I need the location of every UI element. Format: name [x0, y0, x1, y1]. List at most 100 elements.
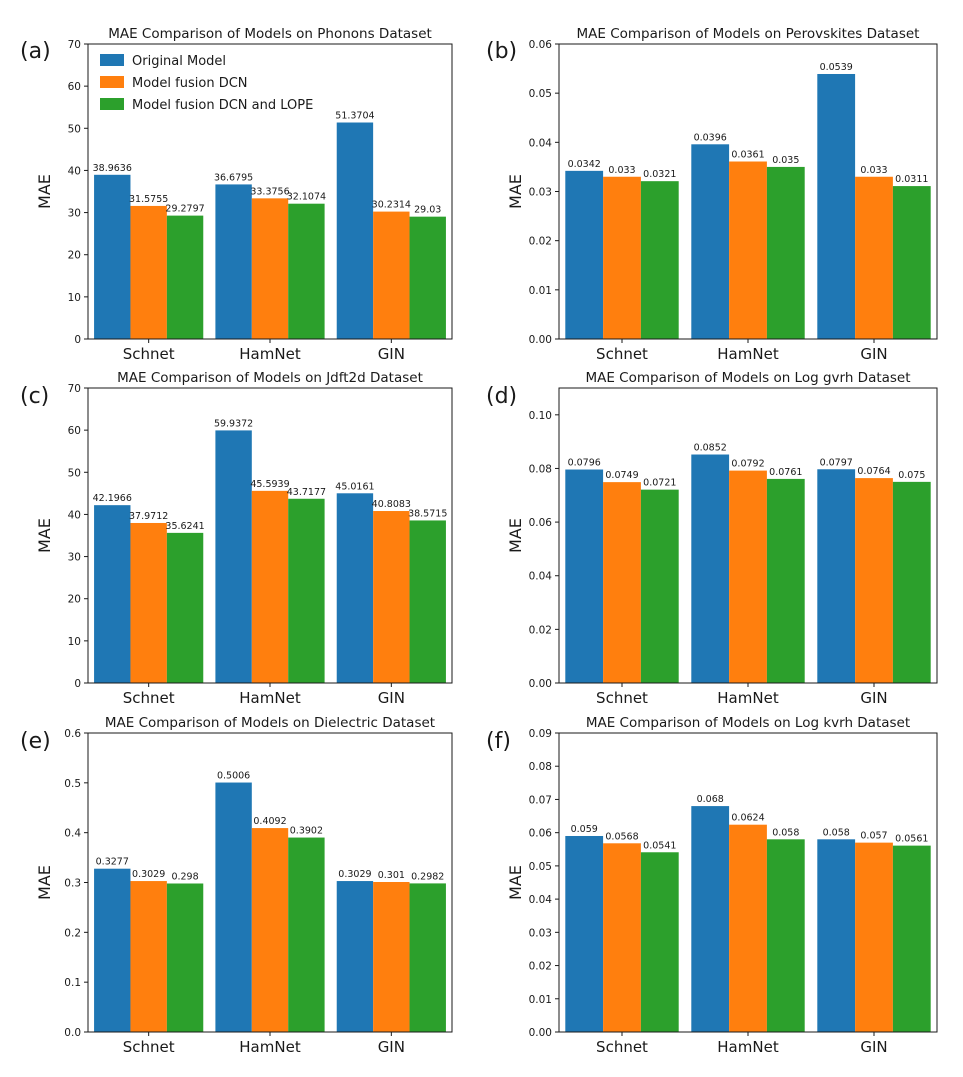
x-tick-label: Schnet: [596, 345, 648, 363]
plot-frame: [558, 732, 938, 1033]
y-tick-label: 0.01: [529, 285, 552, 297]
chart-title: MAE Comparison of Models on Jdft2d Datas…: [117, 370, 423, 386]
x-tick-label: HamNet: [239, 1038, 301, 1056]
data-label: 0.0749: [605, 470, 638, 481]
x-tick-label: HamNet: [717, 689, 779, 707]
y-tick-label: 0.5: [64, 778, 81, 790]
plot-frame: [87, 43, 453, 340]
data-label: 0.0342: [568, 159, 601, 170]
data-label: 43.7177: [287, 487, 326, 498]
data-label: 0.0361: [731, 150, 764, 161]
y-tick-label: 0.09: [529, 728, 552, 740]
data-label: 0.2982: [411, 871, 444, 882]
data-label: 0.0852: [694, 443, 727, 454]
y-tick-label: 0.07: [529, 794, 552, 806]
chart-d: (d) MAE Comparison of Models on Log gvrh …: [486, 370, 938, 707]
bar-2-1: [766, 839, 805, 1032]
y-tick-label: 0.4: [64, 828, 81, 840]
bar-2-1: [766, 478, 805, 683]
bar-2-0: [640, 852, 679, 1032]
x-tick-label: GIN: [378, 345, 405, 363]
data-label: 29.03: [414, 205, 441, 216]
bar-0-2: [817, 73, 856, 339]
y-tick-label: 50: [68, 123, 81, 135]
y-tick-label: 0.02: [529, 624, 552, 636]
y-tick-label: 0.06: [529, 517, 553, 529]
plot-frame: [87, 387, 453, 684]
data-label: 0.033: [860, 165, 887, 176]
chart-title: MAE Comparison of Models on Log gvrh Dat…: [585, 370, 910, 386]
y-axis-label: MAE: [35, 518, 54, 553]
bar-1-2: [373, 211, 410, 339]
x-tick-label: HamNet: [717, 1038, 779, 1056]
bar-1-1: [729, 470, 767, 683]
y-tick-label: 0.04: [529, 571, 553, 583]
data-label: 51.3704: [335, 111, 374, 122]
data-label: 0.0541: [643, 840, 676, 851]
bar-2-2: [892, 186, 931, 339]
y-tick-label: 0.02: [529, 961, 552, 973]
bar-2-0: [166, 883, 204, 1032]
chart-f: (f) MAE Comparison of Models on Log kvrh …: [486, 715, 938, 1056]
chart-a: (a) MAE Comparison of Models on Phonons D…: [20, 26, 453, 363]
legend-entry: Model fusion DCN: [132, 76, 248, 91]
data-label: 0.0568: [605, 831, 638, 842]
y-tick-label: 0.03: [529, 927, 552, 939]
data-label: 0.0561: [895, 834, 928, 845]
data-label: 38.5715: [408, 508, 447, 519]
data-label: 0.0321: [643, 169, 676, 180]
panel-label: (a): [20, 39, 51, 64]
y-tick-label: 0: [74, 334, 81, 346]
bar-0-2: [817, 839, 856, 1032]
y-tick-label: 0.3: [64, 878, 81, 890]
bar-0-0: [565, 835, 604, 1032]
y-axis-label: MAE: [35, 174, 54, 209]
y-tick-label: 0.6: [64, 728, 81, 740]
data-label: 0.0792: [731, 459, 764, 470]
bar-1-0: [603, 482, 641, 683]
data-label: 0.0396: [694, 132, 727, 143]
data-label: 32.1074: [287, 192, 326, 203]
data-label: 0.0761: [769, 467, 802, 478]
panel-label: (d): [486, 384, 517, 409]
panel-label: (f): [486, 729, 511, 754]
y-tick-label: 10: [68, 636, 81, 648]
bar-1-0: [130, 522, 167, 683]
bar-0-0: [94, 505, 131, 683]
data-label: 0.058: [823, 827, 850, 838]
bar-1-2: [855, 842, 893, 1032]
bar-1-0: [603, 843, 641, 1032]
x-tick-label: Schnet: [123, 1038, 175, 1056]
y-tick-label: 0.04: [529, 894, 553, 906]
data-label: 37.9712: [129, 511, 168, 522]
bar-0-1: [691, 806, 730, 1032]
y-tick-label: 0.01: [529, 994, 552, 1006]
data-label: 30.2314: [372, 200, 411, 211]
bar-0-1: [215, 430, 252, 683]
chart-title: MAE Comparison of Models on Log kvrh Dat…: [586, 715, 910, 731]
data-label: 29.2797: [165, 204, 204, 215]
y-tick-label: 20: [68, 250, 81, 262]
bar-1-1: [251, 198, 289, 339]
legend-swatch: [100, 54, 124, 66]
bar-1-2: [855, 176, 893, 339]
data-label: 0.057: [860, 831, 887, 842]
data-label: 0.0764: [857, 466, 890, 477]
bar-1-2: [373, 511, 410, 683]
y-tick-label: 0.08: [529, 761, 552, 773]
y-tick-label: 0: [74, 678, 81, 690]
bar-0-1: [215, 184, 252, 339]
y-tick-label: 70: [68, 39, 81, 51]
data-label: 0.035: [772, 155, 799, 166]
data-label: 0.058: [772, 827, 799, 838]
data-label: 0.3029: [338, 869, 371, 880]
legend-entry: Original Model: [132, 54, 226, 69]
data-label: 0.033: [608, 165, 635, 176]
panel-label: (b): [486, 39, 517, 64]
data-label: 38.9636: [93, 163, 132, 174]
bar-1-1: [251, 828, 289, 1032]
x-tick-label: GIN: [378, 1038, 405, 1056]
x-tick-label: GIN: [860, 689, 887, 707]
data-label: 0.298: [171, 871, 198, 882]
y-tick-label: 30: [68, 552, 81, 564]
